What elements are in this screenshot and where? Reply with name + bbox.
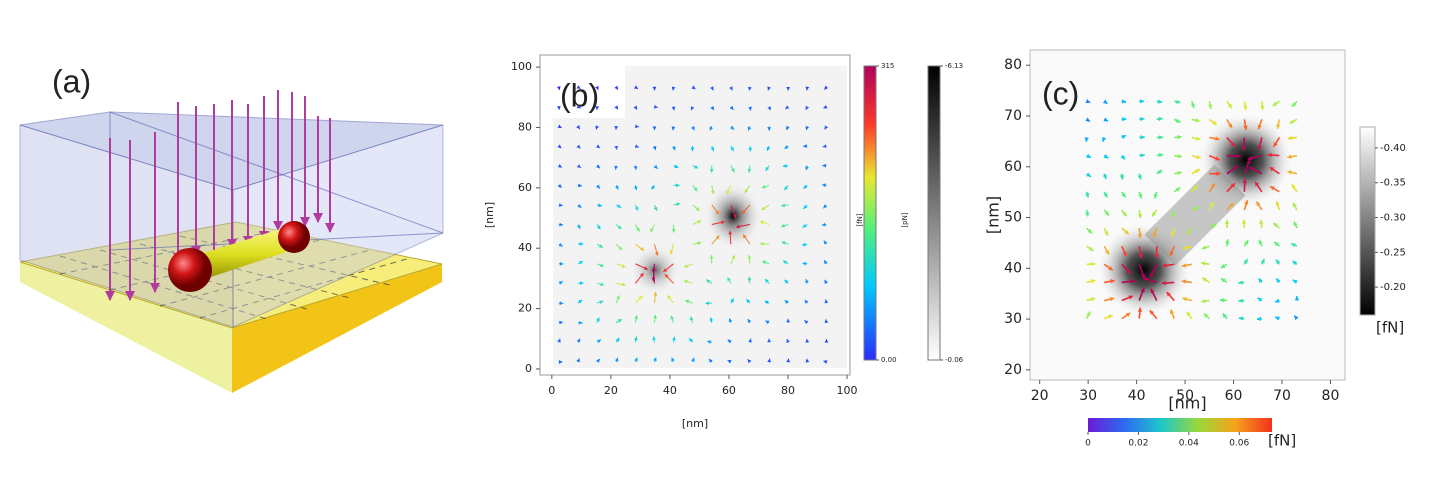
heatmap-peak	[629, 244, 681, 296]
y-tick-label: 100	[511, 60, 532, 73]
colorbar-tick-label: -0.06	[945, 356, 964, 364]
x-tick-label: 100	[837, 384, 858, 397]
colorbar-tick-label: 0.00	[881, 356, 897, 364]
x-tick-label: 30	[1079, 388, 1097, 404]
x-tick-label: 60	[722, 384, 736, 397]
colorbar-tick-label: 0.06	[1229, 439, 1249, 449]
colorbar-tick-label: 315	[881, 62, 894, 70]
colorbar-tick-label: -0.35	[1380, 178, 1406, 189]
colorbar-label: [fN]	[1376, 319, 1404, 337]
y-axis-label: [nm]	[483, 202, 496, 228]
y-tick-label: 40	[518, 241, 532, 254]
colorbar-tick-label: -0.30	[1380, 213, 1406, 224]
y-tick-label: 70	[1004, 108, 1022, 124]
y-tick-label: 60	[1004, 159, 1022, 175]
y-tick-label: 0	[525, 362, 532, 375]
colorbar-tick-label: 0.04	[1179, 439, 1199, 449]
schematic	[20, 90, 443, 393]
colorbar-label: [pN]	[901, 212, 909, 227]
x-axis-label: [nm]	[682, 417, 708, 430]
y-tick-label: 20	[1004, 362, 1022, 378]
colorbar-label: [fN]	[1268, 432, 1296, 450]
x-tick-label: 70	[1273, 388, 1291, 404]
colorbar-label: [fN]	[856, 213, 864, 226]
colorbar	[1360, 127, 1375, 315]
colorbar	[1088, 418, 1272, 432]
colorbar	[928, 66, 940, 360]
y-tick-label: 40	[1004, 260, 1022, 276]
y-tick-label: 80	[1004, 57, 1022, 73]
colorbar-tick-label: -6.13	[945, 62, 963, 70]
x-axis-label: [nm]	[1168, 394, 1206, 413]
y-tick-label: 30	[1004, 311, 1022, 327]
x-tick-label: 40	[663, 384, 677, 397]
x-tick-label: 60	[1225, 388, 1243, 404]
x-tick-label: 20	[604, 384, 618, 397]
colorbar-tick-label: -0.40	[1380, 143, 1406, 154]
colorbar-tick-label: -0.20	[1380, 282, 1406, 293]
x-tick-label: 80	[781, 384, 795, 397]
y-tick-label: 80	[518, 120, 532, 133]
colorbar-tick-label: -0.25	[1380, 247, 1406, 258]
panel-label: (c)	[1042, 75, 1079, 111]
y-tick-label: 60	[518, 181, 532, 194]
y-axis-label: [nm]	[984, 196, 1003, 234]
colorbar-tick-label: 0.02	[1128, 439, 1148, 449]
colorbar	[864, 66, 876, 360]
colorbar-tick-label: 0	[1085, 439, 1091, 449]
y-tick-label: 20	[518, 302, 532, 315]
x-tick-label: 0	[548, 384, 555, 397]
x-tick-label: 40	[1128, 388, 1146, 404]
x-tick-label: 80	[1322, 388, 1340, 404]
y-tick-label: 50	[1004, 210, 1022, 226]
x-tick-label: 20	[1031, 388, 1049, 404]
panel-label: (a)	[52, 63, 91, 99]
